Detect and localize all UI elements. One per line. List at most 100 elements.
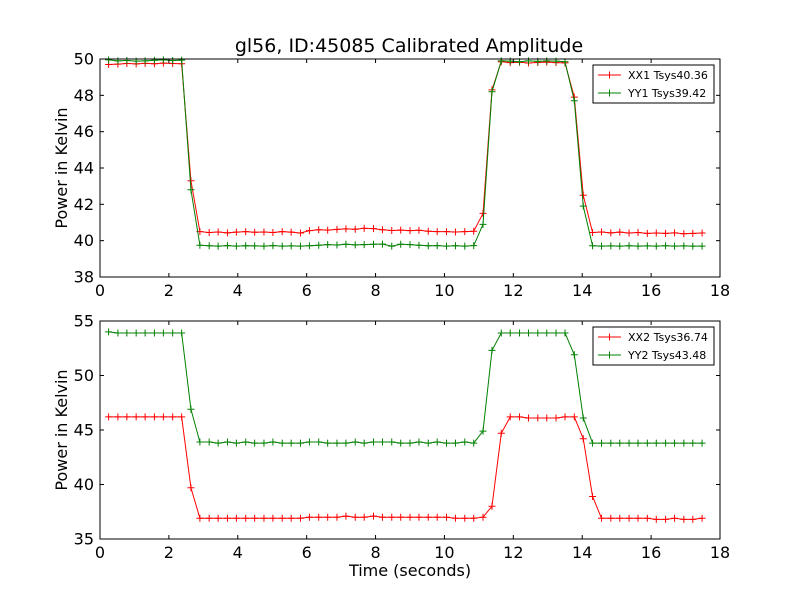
data-point — [251, 514, 259, 522]
data-point — [570, 351, 578, 359]
data-point — [287, 514, 295, 522]
data-point — [232, 514, 240, 522]
data-point — [251, 242, 259, 250]
data-point — [388, 242, 396, 250]
data-point — [260, 439, 268, 447]
data-point — [680, 242, 688, 250]
data-point — [680, 515, 688, 523]
data-point — [105, 413, 113, 421]
data-point — [625, 229, 633, 237]
data-point — [433, 228, 441, 236]
data-point — [543, 57, 551, 65]
data-point — [123, 56, 131, 64]
data-point — [689, 515, 697, 523]
data-point — [351, 241, 359, 249]
legend-swatch-marker — [606, 333, 613, 341]
data-point — [296, 439, 304, 447]
data-point — [662, 242, 670, 250]
data-point — [543, 329, 551, 337]
data-point — [278, 514, 286, 522]
x-tick-label: 16 — [641, 543, 661, 562]
data-point — [287, 228, 295, 236]
data-point — [178, 329, 186, 337]
data-point — [652, 229, 660, 237]
data-point — [643, 229, 651, 237]
data-point — [652, 439, 660, 447]
data-point — [643, 514, 651, 522]
data-point — [196, 514, 204, 522]
legend-box — [592, 64, 715, 104]
data-point — [269, 228, 277, 236]
data-point — [141, 57, 149, 65]
data-point — [406, 513, 414, 521]
data-point — [607, 242, 615, 250]
x-tick-label: 2 — [164, 281, 174, 300]
data-point — [415, 241, 423, 249]
data-point — [360, 513, 368, 521]
data-point — [278, 439, 286, 447]
data-point — [406, 241, 414, 249]
data-point — [242, 514, 250, 522]
data-point — [506, 413, 514, 421]
data-point — [662, 515, 670, 523]
data-point — [251, 228, 259, 236]
data-point — [123, 413, 131, 421]
data-point — [470, 227, 478, 235]
data-point — [607, 229, 615, 237]
data-point — [579, 435, 587, 443]
data-point — [388, 513, 396, 521]
data-point — [242, 228, 250, 236]
data-point — [616, 439, 624, 447]
data-point — [634, 228, 642, 236]
data-point — [342, 225, 350, 233]
data-point — [598, 242, 606, 250]
y-tick-label: 45 — [74, 421, 94, 440]
data-point — [451, 228, 459, 236]
data-point — [159, 329, 167, 337]
data-point — [415, 513, 423, 521]
data-point — [552, 329, 560, 337]
y-axis-label: Power in Kelvin — [52, 107, 71, 228]
data-point — [698, 514, 706, 522]
data-point — [351, 513, 359, 521]
data-point — [141, 329, 149, 337]
data-point — [616, 514, 624, 522]
data-point — [589, 492, 597, 500]
legend-swatch-marker — [606, 351, 613, 359]
data-point — [369, 438, 377, 446]
data-point — [625, 439, 633, 447]
data-point — [671, 439, 679, 447]
data-point — [461, 514, 469, 522]
data-point — [205, 242, 213, 250]
data-point — [470, 439, 478, 447]
x-tick-label: 0 — [95, 281, 105, 300]
data-point — [333, 225, 341, 233]
data-point — [333, 439, 341, 447]
y-tick-label: 50 — [74, 366, 94, 385]
data-point — [150, 413, 158, 421]
y-tick-label: 50 — [74, 50, 94, 69]
data-point — [333, 513, 341, 521]
y-tick-label: 35 — [74, 530, 94, 549]
data-point — [315, 513, 323, 521]
data-point — [652, 242, 660, 250]
data-point — [607, 514, 615, 522]
x-tick-label: 4 — [233, 543, 243, 562]
y-tick-label: 44 — [74, 159, 94, 178]
x-tick-label: 18 — [710, 543, 730, 562]
data-point — [360, 241, 368, 249]
data-point — [150, 329, 158, 337]
x-tick-label: 12 — [503, 281, 523, 300]
data-point — [333, 241, 341, 249]
data-point — [443, 513, 451, 521]
data-point — [369, 225, 377, 233]
data-point — [159, 413, 167, 421]
data-point — [169, 413, 177, 421]
data-point — [305, 227, 313, 235]
data-point — [579, 414, 587, 422]
data-point — [305, 513, 313, 521]
data-point — [433, 513, 441, 521]
data-point — [260, 514, 268, 522]
data-point — [378, 438, 386, 446]
